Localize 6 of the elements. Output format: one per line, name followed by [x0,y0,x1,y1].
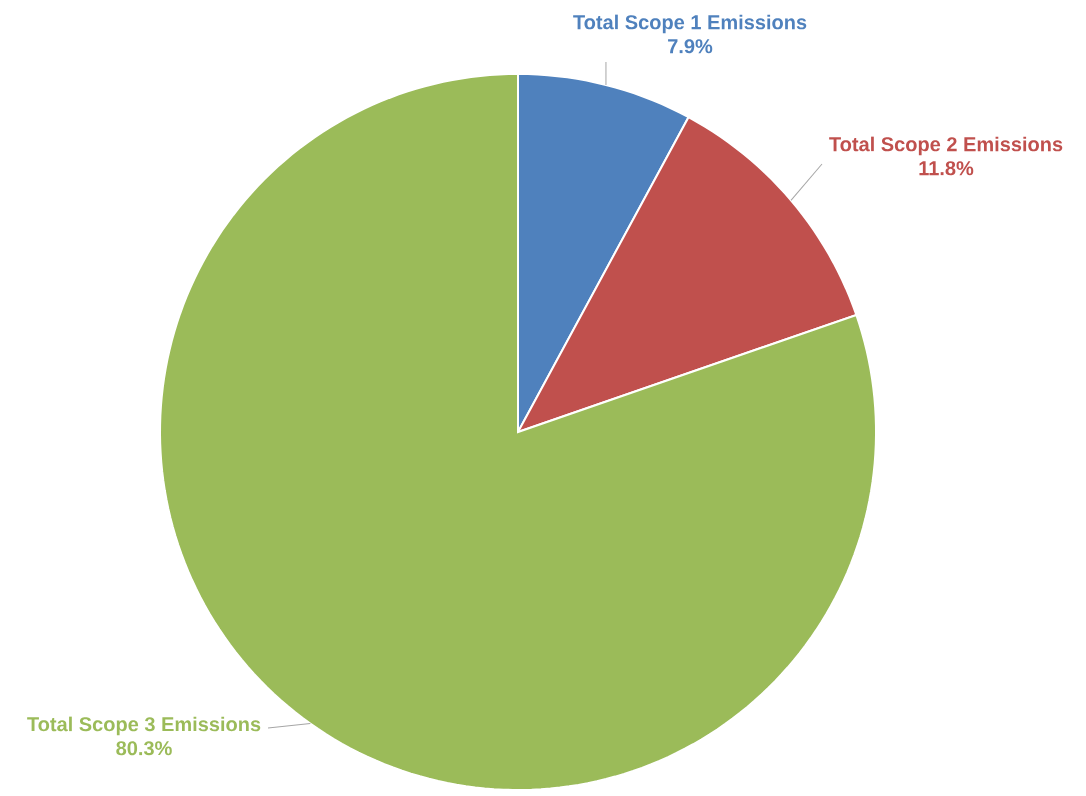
data-label: 11.8% [919,161,974,176]
data-label: 7.9% [668,39,713,54]
slice-label: Total Scope 3 Emissions [27,716,261,736]
slice-label: Total Scope 2 Emissions [829,136,1063,156]
data-label: 80.3% [116,741,172,756]
slice-label: Total Scope 1 Emissions [573,14,807,34]
